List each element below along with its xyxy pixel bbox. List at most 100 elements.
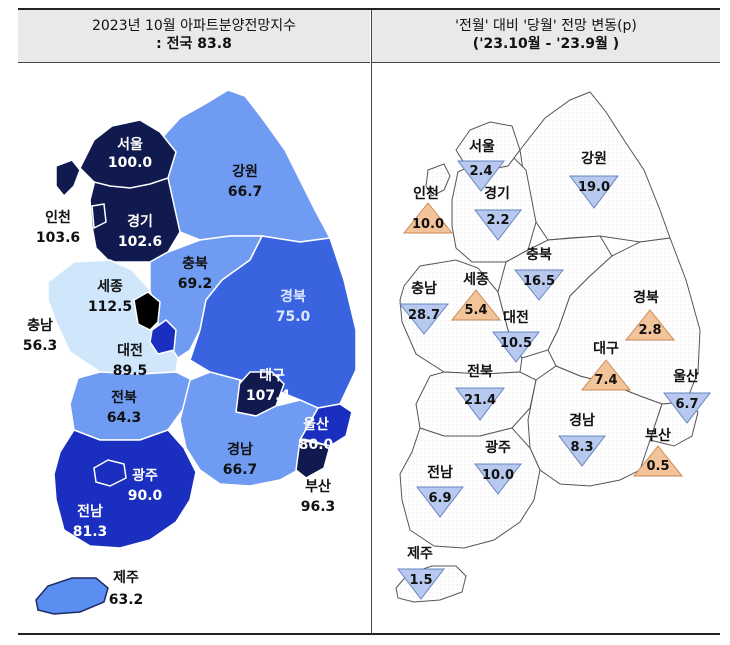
region-incheon: [55, 159, 107, 230]
change-chungnam: 충남 28.7: [398, 280, 450, 335]
change-ulsan-value: 6.7: [675, 397, 698, 412]
change-gyeongbuk-value: 2.8: [638, 323, 661, 338]
change-gyeongnam-value: 8.3: [570, 440, 593, 455]
region-jeju: [35, 577, 109, 615]
rmap-gangwon: [519, 91, 671, 243]
label-busan-name: 부산: [305, 478, 331, 495]
label-gyeonggi-name: 경기: [127, 213, 153, 230]
right-header-period: ('23.10월 - '23.9월 ): [472, 36, 620, 52]
change-ulsan-name: 울산: [673, 368, 699, 385]
change-jeju-name: 제주: [407, 546, 433, 562]
change-busan-name: 부산: [645, 427, 671, 444]
change-seoul-value: 2.4: [469, 164, 492, 179]
change-incheon-value: 10.0: [412, 217, 444, 232]
change-jeonbuk-name: 전북: [467, 363, 493, 380]
change-jeju: 제주 1.5: [396, 546, 446, 600]
change-jeonnam: 전남 6.9: [415, 464, 465, 518]
region-jeonnam: [53, 429, 197, 549]
change-jeonbuk: 전북 21.4: [455, 363, 505, 421]
change-chungbuk: 충북 16.5: [513, 247, 565, 301]
left-header-national: : 전국 83.8: [156, 36, 232, 52]
change-gangwon: 강원 19.0: [569, 150, 619, 209]
label-ulsan-value: 80.0: [299, 437, 334, 453]
label-seoul-value: 100.0: [108, 155, 153, 171]
change-gangwon-value: 19.0: [578, 180, 610, 195]
change-daegu-value: 7.4: [594, 373, 617, 388]
region-daejeon: [149, 319, 177, 355]
change-gyeongnam: 경남 8.3: [557, 412, 607, 467]
label-chungbuk-value: 69.2: [178, 276, 213, 292]
label-chungbuk-name: 충북: [182, 256, 208, 272]
change-jeonnam-value: 6.9: [428, 491, 451, 506]
label-jeonnam-value: 81.3: [73, 524, 108, 540]
change-chungbuk-name: 충북: [526, 247, 552, 263]
change-gyeongnam-name: 경남: [569, 412, 595, 429]
change-gwangju: 광주 10.0: [473, 439, 523, 495]
region-busan: [295, 439, 331, 479]
bottom-rule: [18, 633, 720, 635]
label-sejong-name: 세종: [97, 279, 123, 295]
change-gyeonggi: 경기 2.2: [473, 185, 523, 241]
label-incheon-value: 103.6: [36, 230, 80, 246]
label-gyeongbuk-value: 75.0: [276, 309, 311, 325]
region-gwangju: [93, 459, 127, 487]
change-seoul: 서울 2.4: [456, 138, 506, 192]
label-sejong-value: 112.5: [88, 299, 132, 315]
top-rule: [18, 8, 720, 10]
change-gwangju-value: 10.0: [482, 468, 514, 483]
change-chungbuk-value: 16.5: [523, 274, 555, 289]
label-gwangju-name: 광주: [132, 467, 158, 484]
change-gyeongbuk-name: 경북: [633, 289, 659, 306]
label-daejeon-value: 89.5: [113, 363, 148, 379]
label-chungnam-value: 56.3: [23, 338, 58, 354]
label-gyeongnam-name: 경남: [227, 441, 253, 458]
column-divider: [371, 10, 372, 633]
change-gwangju-name: 광주: [485, 439, 511, 456]
change-daejeon: 대전 10.5: [491, 309, 541, 363]
left-header: 2023년 10월 아파트분양전망지수 : 전국 83.8: [18, 10, 370, 63]
change-chungnam-name: 충남: [411, 280, 437, 297]
change-incheon-name: 인천: [413, 185, 439, 202]
label-gyeongnam-value: 66.7: [223, 462, 258, 478]
right-header-title: '전월' 대비 '당월' 전망 변동(p): [455, 18, 637, 34]
region-gyeongbuk: [189, 235, 357, 409]
change-daejeon-value: 10.5: [500, 336, 532, 351]
change-busan-value: 0.5: [646, 459, 669, 474]
change-incheon: 인천 10.0: [402, 185, 454, 234]
label-daegu-name: 대구: [259, 368, 285, 384]
change-jeju-value: 1.5: [409, 573, 432, 588]
change-sejong-name: 세종: [463, 272, 489, 288]
label-daegu-value: 107.4: [246, 388, 291, 404]
change-daejeon-name: 대전: [503, 309, 529, 326]
change-daegu: 대구 7.4: [580, 341, 632, 391]
change-gyeongbuk: 경북 2.8: [624, 289, 676, 341]
change-gyeonggi-value: 2.2: [486, 213, 509, 228]
label-ulsan-name: 울산: [303, 416, 329, 433]
label-busan-value: 96.3: [301, 499, 336, 515]
change-gyeonggi-name: 경기: [484, 185, 510, 202]
label-chungnam-name: 충남: [27, 317, 53, 334]
change-seoul-name: 서울: [469, 138, 495, 155]
change-sejong: 세종 5.4: [450, 272, 502, 321]
region-chungnam: [47, 259, 179, 375]
figure-frame: 2023년 10월 아파트분양전망지수 : 전국 83.8 '전월' 대비 '당…: [18, 8, 720, 636]
change-daegu-name: 대구: [593, 341, 619, 357]
label-jeonbuk-value: 64.3: [107, 410, 142, 426]
left-header-title: 2023년 10월 아파트분양전망지수: [91, 18, 297, 34]
region-sejong: [133, 291, 161, 331]
label-jeju-name: 제주: [113, 570, 139, 586]
rmap-incheon: [425, 163, 451, 197]
label-daejeon-name: 대전: [117, 342, 143, 359]
change-sejong-value: 5.4: [464, 303, 487, 318]
label-incheon-name: 인천: [45, 209, 71, 226]
change-busan: 부산 0.5: [632, 427, 684, 477]
label-jeju-value: 63.2: [109, 592, 144, 608]
label-gyeonggi-value: 102.6: [118, 234, 162, 250]
label-gwangju-value: 90.0: [128, 488, 163, 504]
change-ulsan: 울산 6.7: [662, 368, 712, 424]
label-gyeongbuk-name: 경북: [280, 288, 306, 305]
region-jeonbuk: [69, 371, 193, 441]
right-header: '전월' 대비 '당월' 전망 변동(p) ('23.10월 - '23.9월 …: [372, 10, 720, 63]
change-jeonbuk-value: 21.4: [464, 393, 496, 408]
